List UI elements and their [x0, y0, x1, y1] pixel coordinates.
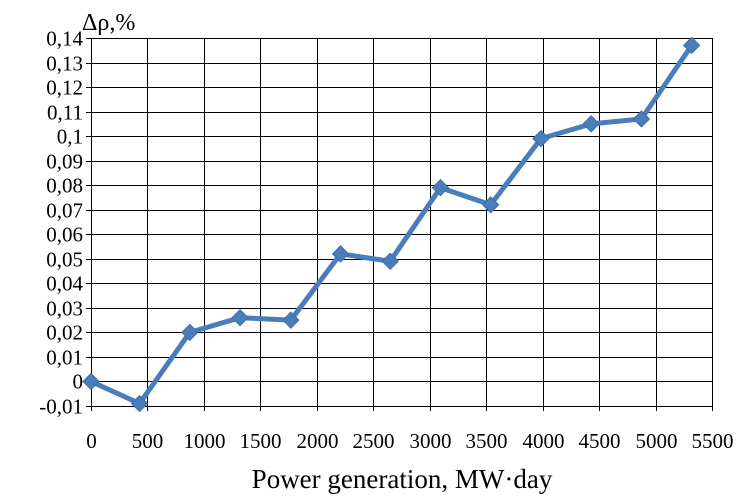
y-tick-label: 0,14 — [46, 27, 83, 51]
data-point — [282, 311, 300, 329]
y-tick-label: 0,11 — [47, 101, 83, 125]
x-tick-label: 3500 — [466, 429, 508, 453]
data-point — [632, 110, 651, 128]
x-tick-label: 2500 — [353, 429, 395, 453]
y-tick-label: 0,09 — [46, 150, 83, 174]
y-tick-label: 0,01 — [46, 346, 83, 370]
data-point — [532, 129, 550, 148]
y-tick-label: 0,05 — [46, 248, 83, 272]
y-tick-label: 0,08 — [46, 174, 83, 198]
data-point — [181, 323, 199, 342]
series — [82, 36, 701, 413]
y-tick-label: 0,03 — [46, 297, 83, 321]
y-tick-label: 0,06 — [46, 223, 83, 247]
x-tick-label: 5500 — [692, 429, 734, 453]
y-tick-label: 0,13 — [46, 52, 83, 76]
data-point — [82, 372, 100, 391]
x-tick-label: 4000 — [523, 429, 565, 453]
x-tick-label: 5000 — [636, 429, 678, 453]
y-tick-label: 0,1 — [57, 125, 83, 149]
data-point — [231, 308, 249, 327]
x-tick-labels: 0 500 1000 1500 2000 2500 3000 3500 4000 4500 5000… — [86, 429, 733, 453]
axes — [86, 38, 713, 411]
data-point — [381, 252, 399, 270]
data-point — [431, 178, 450, 197]
y-tick-label: -0,01 — [39, 395, 83, 419]
series-line — [88, 42, 695, 406]
y-tick-label: 0,02 — [46, 321, 83, 345]
y-tick-label: 0,12 — [46, 76, 83, 100]
data-point — [682, 36, 701, 55]
data-point — [331, 245, 350, 263]
x-axis-title: Power generation, MW·day — [252, 464, 553, 494]
y-axis-title: Δρ,% — [82, 10, 135, 36]
data-point — [130, 394, 149, 413]
y-tick-label: 0,07 — [46, 199, 83, 223]
x-tick-label: 2000 — [297, 429, 339, 453]
y-tick-labels: -0,0100,010,020,030,040,050,060,070,080,… — [39, 27, 83, 419]
data-point — [481, 196, 500, 214]
x-tick-label: 3000 — [410, 429, 452, 453]
x-tick-label: 1000 — [184, 429, 226, 453]
x-tick-label: 0 — [86, 429, 97, 453]
x-tick-label: 500 — [132, 429, 164, 453]
x-tick-label: 4500 — [579, 429, 621, 453]
data-point — [582, 115, 600, 133]
grid — [91, 38, 713, 407]
x-tick-label: 1500 — [240, 429, 282, 453]
y-tick-label: 0,04 — [46, 272, 83, 296]
y-tick-label: 0 — [73, 370, 84, 394]
